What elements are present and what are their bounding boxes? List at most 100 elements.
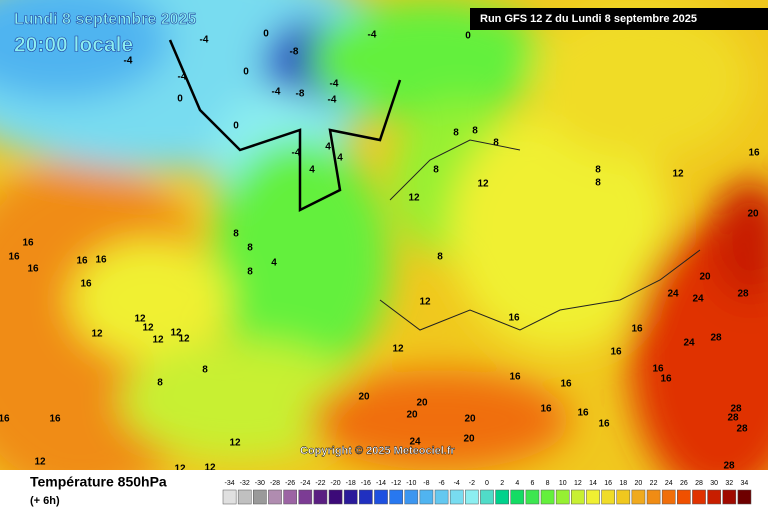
contour-label: 16 [27,264,39,275]
contour-label: 4 [325,142,331,153]
copyright: Copyright © 2025 Meteociel.fr [300,445,456,457]
scale-swatch [298,489,313,505]
scale-swatch [661,489,676,505]
scale-tick-label: 24 [665,480,673,487]
scale-swatch [571,489,585,505]
contour-label: 8 [433,165,439,176]
contour-label: 8 [247,243,253,254]
scale-tick-label: 10 [559,480,567,487]
contour-label: -4 [178,72,187,83]
contour-label: -4 [330,79,339,90]
contour-label: 16 [95,255,107,266]
scale-tick-label: -10 [406,480,416,487]
contour-label: 12 [204,463,216,474]
contour-label: 24 [692,294,704,305]
contour-label: 20 [463,434,475,445]
scale-swatch [540,489,555,505]
scale-swatch [510,489,525,505]
scale-tick-label: -8 [423,480,429,487]
scale-tick-label: 2 [500,480,504,487]
scale-swatch [555,489,570,505]
contour-label: 12 [477,179,489,190]
scale-swatch [343,489,358,505]
scale-tick-label: 12 [574,480,582,487]
contour-label: 12 [419,297,431,308]
contour-label: -4 [272,87,281,98]
scale-tick-label: -24 [300,480,310,487]
contour-label: 16 [560,379,572,390]
scale-tick-label: -20 [331,480,341,487]
contour-label: -4 [200,35,209,46]
scale-tick-label: 4 [515,480,519,487]
scale-tick-label: 32 [725,480,733,487]
scale-swatch [283,489,297,505]
scale-swatch [677,489,691,505]
contour-label: 8 [595,178,601,189]
scale-tick-label: -26 [285,480,295,487]
contour-label: 28 [727,413,739,424]
contour-label: 12 [229,438,241,449]
contour-label: 8 [233,229,239,240]
contour-label: -8 [296,89,305,100]
contour-label: 28 [736,424,748,435]
contour-label: 16 [22,238,34,249]
contour-label: 16 [660,374,672,385]
scale-swatch [449,489,464,505]
contour-label: 16 [0,414,10,425]
contour-label: 16 [49,414,61,425]
contour-label: 4 [309,165,315,176]
scale-swatch [253,489,267,505]
contour-label: 16 [748,148,760,159]
run-text: Run GFS 12 Z du Lundi 8 septembre 2025 [480,13,697,25]
scale-swatch [465,489,479,505]
scale-swatch [389,489,403,505]
contour-label: -4 [368,30,377,41]
contour-label: 16 [540,404,552,415]
scale-swatch [586,489,600,505]
contour-label: 12 [170,328,182,339]
contour-label: 4 [337,153,343,164]
scale-tick-label: -22 [315,480,325,487]
contour-label: 24 [409,437,421,448]
scale-tick-label: 20 [635,480,643,487]
contour-label: 16 [80,279,92,290]
scale-swatch [737,489,752,505]
contour-label: 12 [178,334,190,345]
scale-swatch [419,489,434,505]
contour-label: 8 [202,365,208,376]
scale-swatch [268,489,282,505]
contour-label: 12 [134,314,146,325]
contour-label: 16 [8,252,20,263]
scale-swatch [495,489,509,505]
scale-swatch [359,489,373,505]
contour-label: 8 [157,378,163,389]
contour-label: 28 [737,289,749,300]
contour-label: 16 [598,419,610,430]
map-field [0,0,768,500]
footer-title: Température 850hPa [30,474,167,490]
scale-tick-label: -18 [346,480,356,487]
scale-swatch [313,489,328,505]
contour-label: 28 [710,333,722,344]
contour-label: 20 [699,272,711,283]
contour-label: 16 [610,347,622,358]
scale-tick-label: 22 [650,480,658,487]
scale-swatch [237,489,252,505]
contour-label: 16 [577,408,589,419]
contour-label: 12 [672,169,684,180]
scale-swatch [434,489,449,505]
date: Lundi 8 septembre 2025 [14,11,196,28]
scale-tick-label: -14 [376,480,386,487]
scale-tick-label: -30 [255,480,265,487]
scale-tick-label: 34 [741,480,749,487]
time: 20:00 locale [14,34,133,57]
scale-tick-label: 0 [485,480,489,487]
scale-tick-label: -34 [225,480,235,487]
scale-tick-label: -32 [240,480,250,487]
contour-label: 8 [453,128,459,139]
color-scale: -34 -32 -30 -28 -26 -24 -22 -20 -18 -16 -14 -12 -10-… [222,480,752,505]
scale-swatch [722,489,737,505]
scale-swatch [692,489,706,505]
contour-label: 8 [472,126,478,137]
